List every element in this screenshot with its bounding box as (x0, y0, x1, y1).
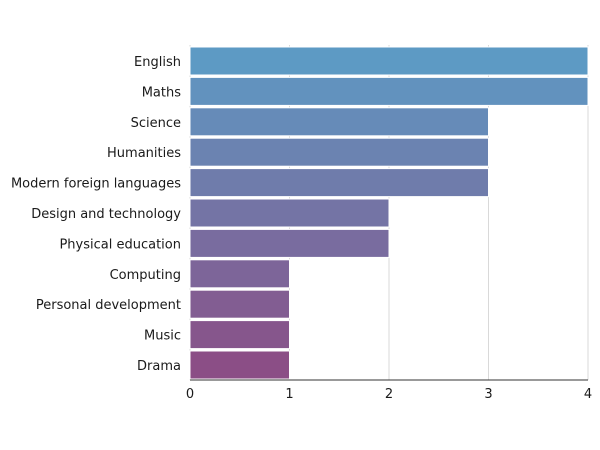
x-tick-label: 0 (186, 387, 194, 402)
category-label: Music (144, 329, 181, 344)
x-tick-label: 4 (584, 387, 592, 402)
bar-design-and-technology (189, 198, 390, 228)
category-label: Science (131, 116, 181, 131)
bar-maths (189, 76, 589, 106)
category-label: English (134, 55, 181, 70)
bar-humanities (189, 137, 489, 167)
bar-science (189, 107, 489, 137)
category-label: Personal development (36, 298, 181, 313)
category-label: Drama (137, 359, 181, 374)
category-label: Maths (142, 85, 182, 100)
bar-english (189, 46, 589, 76)
x-tick-label: 1 (285, 387, 293, 402)
category-label: Design and technology (31, 207, 181, 222)
bar-computing (189, 259, 290, 289)
bar-music (189, 320, 290, 350)
bar-drama (189, 350, 290, 380)
category-label: Humanities (107, 146, 181, 161)
x-axis: 0 1 2 3 4 (186, 379, 592, 402)
bar-personal-development (189, 289, 290, 319)
category-label: Computing (110, 268, 181, 283)
bar-modern-foreign-languages (189, 168, 489, 198)
bar-physical-education (189, 228, 390, 258)
category-label: Modern foreign languages (11, 177, 181, 192)
x-tick-label: 3 (484, 387, 492, 402)
x-tick-label: 2 (385, 387, 393, 402)
category-label: Physical education (59, 237, 181, 252)
category-labels: English Maths Science Humanities Modern fore… (11, 55, 181, 374)
bars (189, 46, 589, 380)
